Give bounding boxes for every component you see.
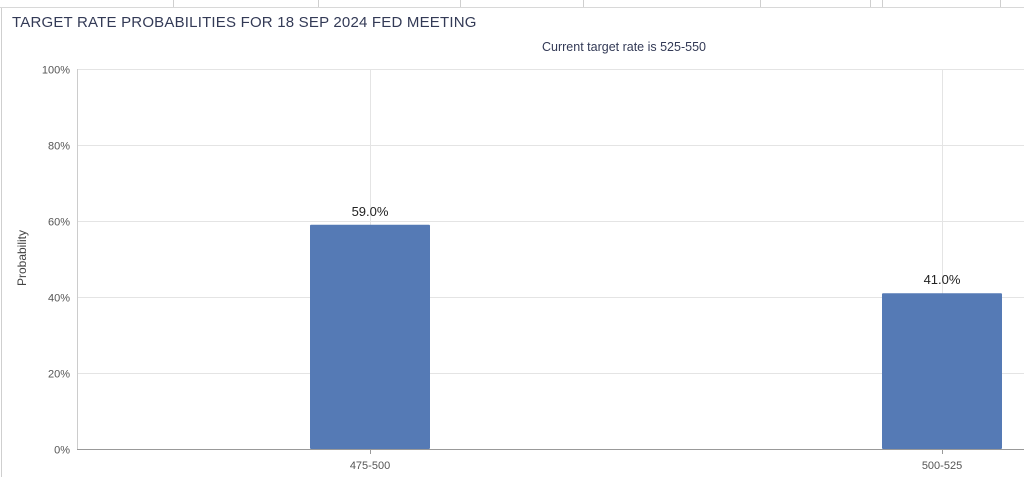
chart-subtitle: Current target rate is 525-550	[542, 40, 706, 54]
chart-panel	[1, 8, 1024, 477]
y-tick-label: 100%	[42, 65, 70, 77]
grid-layer	[77, 69, 1024, 454]
bar-500-525[interactable]	[882, 293, 1002, 449]
bar-layer	[310, 224, 1002, 449]
bar-475-500[interactable]	[310, 224, 430, 449]
tab-divider	[318, 0, 319, 7]
x-tick-label: 475-500	[350, 460, 390, 472]
bar-value-label: 41.0%	[924, 272, 961, 287]
tab-divider	[173, 0, 174, 7]
tab-divider	[870, 0, 871, 7]
y-tick-label: 20%	[48, 369, 70, 381]
tab-divider	[1000, 0, 1001, 7]
tab-divider	[760, 0, 761, 7]
x-tick-label: 500-525	[922, 460, 962, 472]
label-layer: 0% 20% 40% 60% 80% 100% 59.0% 475-500 41.0% 500-5…	[42, 65, 962, 473]
bar-value-label: 59.0%	[352, 204, 389, 219]
tab-divider	[583, 0, 584, 7]
y-tick-label: 0%	[54, 445, 70, 457]
y-tick-label: 60%	[48, 217, 70, 229]
y-tick-label: 80%	[48, 141, 70, 153]
top-tab-strip	[0, 0, 1024, 8]
y-axis-title: Probability	[15, 230, 29, 286]
y-tick-label: 40%	[48, 293, 70, 305]
chart-title: TARGET RATE PROBABILITIES FOR 18 SEP 202…	[12, 14, 477, 31]
tab-divider	[882, 0, 883, 7]
tab-divider	[460, 0, 461, 7]
